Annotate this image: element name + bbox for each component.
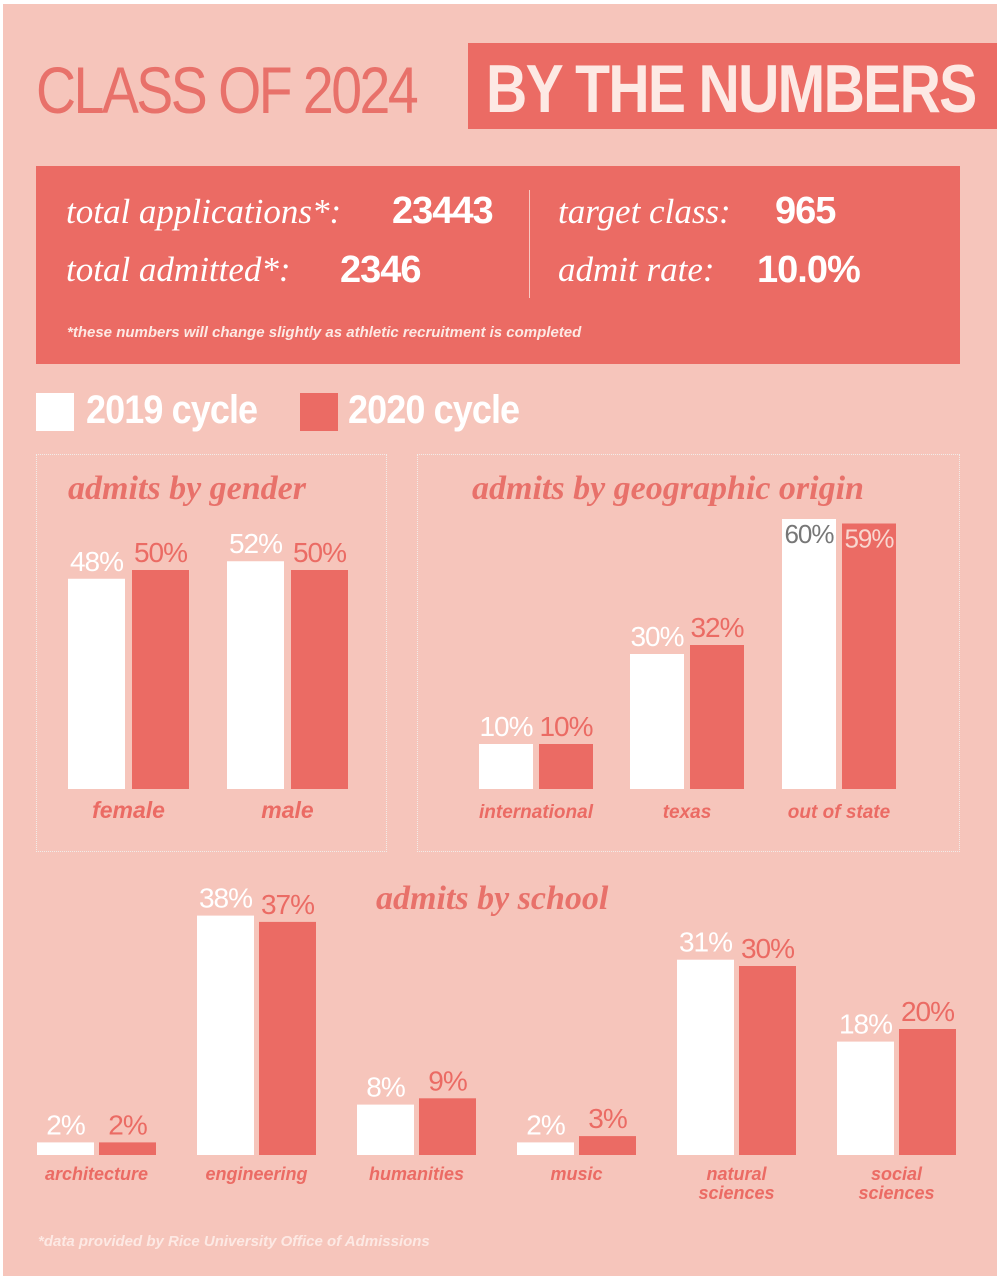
value-label-school-architecture-2019: 2% — [46, 1109, 85, 1140]
value-label-geo-texas-2019: 30% — [630, 621, 683, 652]
category-label-school-music: music — [550, 1164, 602, 1184]
category-label-geo-out-of-state: out of state — [788, 802, 891, 823]
total-admitted-value: 2346 — [340, 249, 422, 291]
value-label-geo-out-of-state-2019: 60% — [784, 519, 834, 549]
value-label-school-social-sciences-2020: 20% — [901, 996, 954, 1027]
admit-rate-value: 10.0% — [757, 249, 861, 291]
category-label-gender-female: female — [92, 797, 165, 823]
bar-school-engineering-2019 — [197, 915, 254, 1155]
value-label-school-engineering-2020: 37% — [261, 889, 314, 920]
bar-school-architecture-2019 — [37, 1142, 94, 1155]
bar-geo-international-2019 — [479, 744, 533, 789]
value-label-school-humanities-2020: 9% — [428, 1065, 467, 1096]
category-label-gender-male: male — [261, 797, 314, 823]
chart-title-gender: admits by gender — [68, 470, 306, 507]
category-label-school-humanities: humanities — [369, 1164, 464, 1184]
bar-gender-male-2020 — [291, 570, 348, 789]
page-title-by-the-numbers: BY THE NUMBERS — [486, 51, 977, 127]
bar-gender-female-2019 — [68, 578, 125, 789]
value-label-school-natural-sciences-2020: 30% — [741, 933, 794, 964]
target-class-value: 965 — [775, 190, 836, 232]
category-label-school-social-sciences-line1: social — [871, 1164, 923, 1184]
bar-gender-male-2019 — [227, 561, 284, 789]
value-label-school-natural-sciences-2019: 31% — [679, 927, 732, 958]
stats-divider — [529, 190, 530, 298]
geo-chart-panel — [417, 454, 960, 852]
value-label-gender-male-2020: 50% — [293, 537, 346, 568]
chart-title-geo: admits by geographic origin — [472, 470, 864, 507]
target-class-label: target class: — [558, 192, 731, 231]
legend-swatch-2019 — [36, 393, 74, 431]
stats-note: *these numbers will change slightly as a… — [67, 324, 582, 341]
bar-geo-out-of-state-2020 — [842, 523, 896, 789]
category-label-school-natural-sciences-line2: sciences — [698, 1183, 774, 1203]
title-banner — [468, 43, 997, 129]
total-applications-value: 23443 — [392, 190, 494, 232]
category-label-school-social-sciences-line2: sciences — [858, 1183, 934, 1203]
value-label-geo-texas-2020: 32% — [690, 612, 743, 643]
total-applications-label: total applications*: — [66, 192, 342, 231]
category-label-school-engineering: engineering — [205, 1164, 307, 1184]
category-label-school-natural-sciences-line1: natural — [706, 1164, 767, 1184]
admit-rate-label: admit rate: — [558, 250, 715, 289]
value-label-geo-international-2019: 10% — [479, 711, 532, 742]
summary-stats-panel — [36, 166, 960, 364]
chart-title-school: admits by school — [376, 880, 609, 917]
value-label-geo-out-of-state-2020: 59% — [844, 524, 894, 554]
total-admitted-label: total admitted*: — [66, 250, 291, 289]
value-label-gender-female-2020: 50% — [134, 537, 187, 568]
bar-school-music-2020 — [579, 1136, 636, 1155]
value-label-gender-male-2019: 52% — [229, 528, 282, 559]
bar-school-architecture-2020 — [99, 1142, 156, 1155]
bar-geo-international-2020 — [539, 744, 593, 789]
bar-school-natural-sciences-2020 — [739, 966, 796, 1155]
category-label-geo-international: international — [479, 802, 594, 823]
bar-school-humanities-2019 — [357, 1104, 414, 1155]
bar-school-social-sciences-2019 — [837, 1041, 894, 1155]
bar-school-natural-sciences-2019 — [677, 959, 734, 1155]
value-label-school-music-2020: 3% — [588, 1103, 627, 1134]
bar-school-music-2019 — [517, 1142, 574, 1155]
value-label-school-humanities-2019: 8% — [366, 1072, 405, 1103]
value-label-school-music-2019: 2% — [526, 1109, 565, 1140]
value-label-gender-female-2019: 48% — [70, 546, 123, 577]
bar-geo-texas-2019 — [630, 654, 684, 789]
data-source-footnote: *data provided by Rice University Office… — [38, 1233, 430, 1250]
legend-label-2020: 2020 cycle — [348, 388, 520, 432]
value-label-school-architecture-2020: 2% — [108, 1109, 147, 1140]
bar-school-social-sciences-2020 — [899, 1029, 956, 1155]
category-label-geo-texas: texas — [663, 802, 712, 823]
bar-geo-out-of-state-2019 — [782, 519, 836, 789]
page-title-class-of-2024: CLASS OF 2024 — [36, 53, 419, 127]
bar-school-humanities-2020 — [419, 1098, 476, 1155]
value-label-school-social-sciences-2019: 18% — [839, 1009, 892, 1040]
legend-label-2019: 2019 cycle — [86, 388, 258, 432]
bar-school-engineering-2020 — [259, 921, 316, 1155]
gender-chart-panel — [36, 454, 387, 852]
category-label-school-architecture: architecture — [45, 1164, 148, 1184]
value-label-school-engineering-2019: 38% — [199, 883, 252, 914]
bar-gender-female-2020 — [132, 570, 189, 789]
value-label-geo-international-2020: 10% — [539, 711, 592, 742]
bar-geo-texas-2020 — [690, 645, 744, 789]
legend-swatch-2020 — [300, 393, 338, 431]
